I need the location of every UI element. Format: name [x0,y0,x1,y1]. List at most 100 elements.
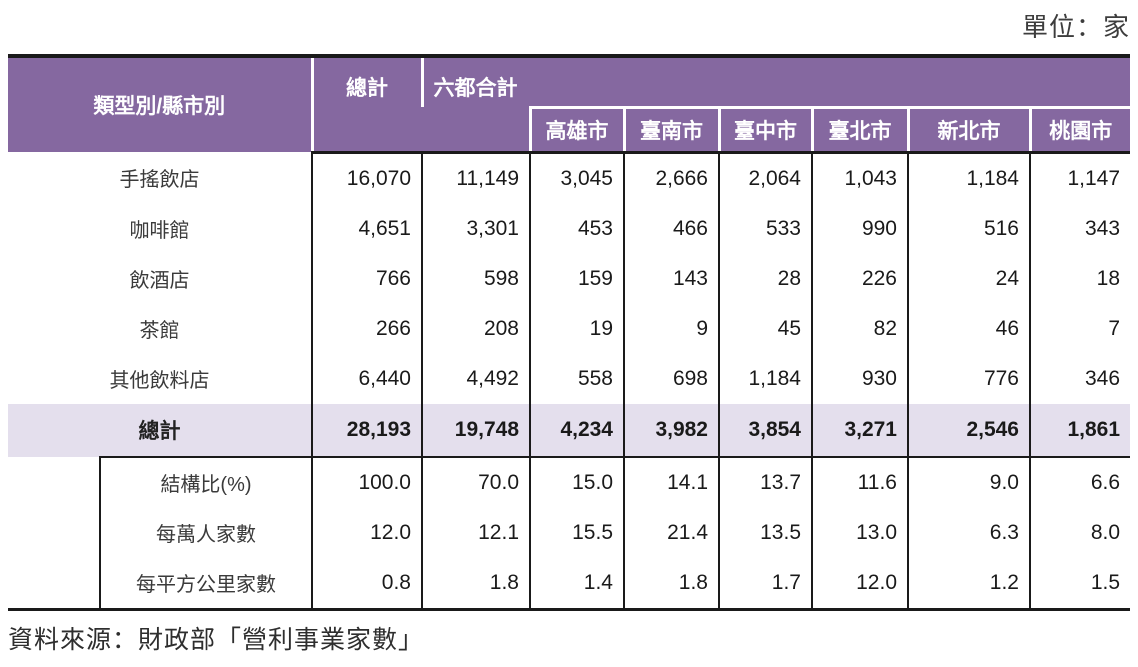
cell-value: 11.6 [811,456,908,508]
cell-value: 1.7 [718,557,812,609]
cell-value: 9 [623,303,719,354]
cell-value: 21.4 [623,507,719,558]
table-row-other-beverage-shops: 其他飲料店 6,440 4,492 558 698 1,184 930 776 … [8,353,1131,404]
col-header-six-municipalities: 六都合計 [420,56,1131,107]
cell-value: 226 [811,253,908,304]
table-row-hand-shaken-drinks: 手搖飲店 16,070 11,149 3,045 2,666 2,064 1,0… [8,152,1131,204]
cell-value: 1,043 [811,152,908,204]
row-label: 手搖飲店 [119,169,200,192]
cell-value: 143 [623,253,719,304]
col-header-tainan: 臺南市 [622,105,719,154]
cell-value: 6.3 [907,507,1030,558]
col-header-taoyuan: 桃園市 [1028,105,1131,154]
cell-value: 15.5 [529,507,624,558]
cell-value: 0.8 [311,557,422,609]
table-row-tea-houses: 茶館 266 208 19 9 45 82 46 7 [8,303,1131,354]
unit-label: 單位：家 [1021,12,1130,42]
total-row-label: 總計 [100,403,312,458]
cell-value: 2,064 [718,152,812,204]
table-row-bars: 飲酒店 766 598 159 143 28 226 24 18 [8,253,1131,304]
cell-value: 466 [623,203,719,254]
cell-value: 100.0 [311,456,422,508]
cell-value: 28 [718,253,812,304]
corner-header: 類型別/縣市別 [8,56,312,152]
cell-value: 598 [421,253,530,304]
col-header-newtaipei: 新北市 [906,105,1030,154]
header-row-1: 類型別/縣市別 總計 六都合計 [8,56,1131,154]
table-row-structure-ratio: 結構比(%) 100.0 70.0 15.0 14.1 13.7 11.6 9.… [8,456,1131,508]
cell-value: 11,149 [421,152,530,204]
cell-value: 4,234 [529,403,624,458]
cell-value: 2,546 [907,403,1030,458]
ratio-row-ghost-cell [8,507,100,558]
cell-value: 13.7 [718,456,812,508]
cell-value: 15.0 [529,456,624,508]
cell-value: 4,492 [421,353,530,404]
table-row-per-square-km: 每平方公里家數 0.8 1.8 1.4 1.8 1.7 12.0 1.2 1.5 [8,557,1131,609]
cell-value: 698 [623,353,719,404]
cell-value: 1.8 [623,557,719,609]
col-header-taichung: 臺中市 [717,105,812,154]
ratio-row-ghost-cell [8,557,100,609]
cell-value: 12.0 [311,507,422,558]
row-label: 茶館 [139,320,180,342]
cell-value: 453 [529,203,624,254]
cell-value: 16,070 [311,152,422,204]
cell-value: 990 [811,203,908,254]
cell-value: 1.2 [907,557,1030,609]
cell-value: 12.1 [421,507,530,558]
cell-value: 1.5 [1028,557,1131,609]
cell-value: 343 [1028,203,1131,254]
cell-value: 6.6 [1028,456,1131,508]
cell-value: 28,193 [311,403,422,458]
cell-value: 558 [529,353,624,404]
cell-value: 19,748 [421,403,530,458]
row-label: 每平方公里家數 [99,557,312,609]
cell-value: 45 [718,303,812,354]
row-label: 飲酒店 [129,270,190,292]
cell-value: 18 [1028,253,1131,304]
cell-value: 1,184 [718,353,812,404]
cell-value: 4,651 [311,203,422,254]
table-row-coffee-shops: 咖啡館 4,651 3,301 453 466 533 990 516 343 [8,203,1131,254]
header-row-2: 高雄市 臺南市 臺中市 臺北市 新北市 桃園市 [8,105,1131,154]
cell-value: 12.0 [811,557,908,609]
cell-value: 3,301 [421,203,530,254]
cell-value: 266 [311,303,422,354]
source-note: 資料來源：財政部「營利事業家數」 [8,626,425,654]
row-label: 咖啡館 [129,220,190,242]
cell-value: 70.0 [421,456,530,508]
cell-value: 930 [811,353,908,404]
cell-value: 13.5 [718,507,812,558]
total-row-ghost-cell [8,403,100,457]
row-label: 結構比(%) [99,456,312,508]
cell-value: 776 [907,353,1030,404]
row-label: 其他飲料店 [109,370,210,392]
row-label: 每萬人家數 [99,507,312,558]
cell-value: 46 [907,303,1030,354]
table-row-per-10k-population: 每萬人家數 12.0 12.1 15.5 21.4 13.5 13.0 6.3 … [8,507,1131,558]
col-header-taipei: 臺北市 [810,105,908,154]
cell-value: 13.0 [811,507,908,558]
cell-value: 3,854 [718,403,812,458]
cell-value: 346 [1028,353,1131,404]
cell-value: 24 [907,253,1030,304]
cell-value: 3,271 [811,403,908,458]
cell-value: 1.4 [529,557,624,609]
col-header-six-subcell [422,107,530,154]
cell-value: 1,861 [1028,403,1131,458]
cell-value: 19 [529,303,624,354]
col-header-kaohsiung: 高雄市 [528,105,624,154]
table-row-total: 總計 28,193 19,748 4,234 3,982 3,854 3,271… [8,403,1131,458]
cell-value: 2,666 [623,152,719,204]
cell-value: 8.0 [1028,507,1131,558]
cell-value: 3,982 [623,403,719,458]
ratio-row-ghost-cell [8,456,100,508]
cell-value: 82 [811,303,908,354]
cell-value: 9.0 [907,456,1030,508]
cell-value: 766 [311,253,422,304]
beverage-shops-table: 類型別/縣市別 總計 六都合計 高雄市 臺南市 臺中市 臺北市 新北市 桃園市 … [8,54,1131,611]
col-header-grand-total: 總計 [310,56,422,154]
cell-value: 159 [529,253,624,304]
